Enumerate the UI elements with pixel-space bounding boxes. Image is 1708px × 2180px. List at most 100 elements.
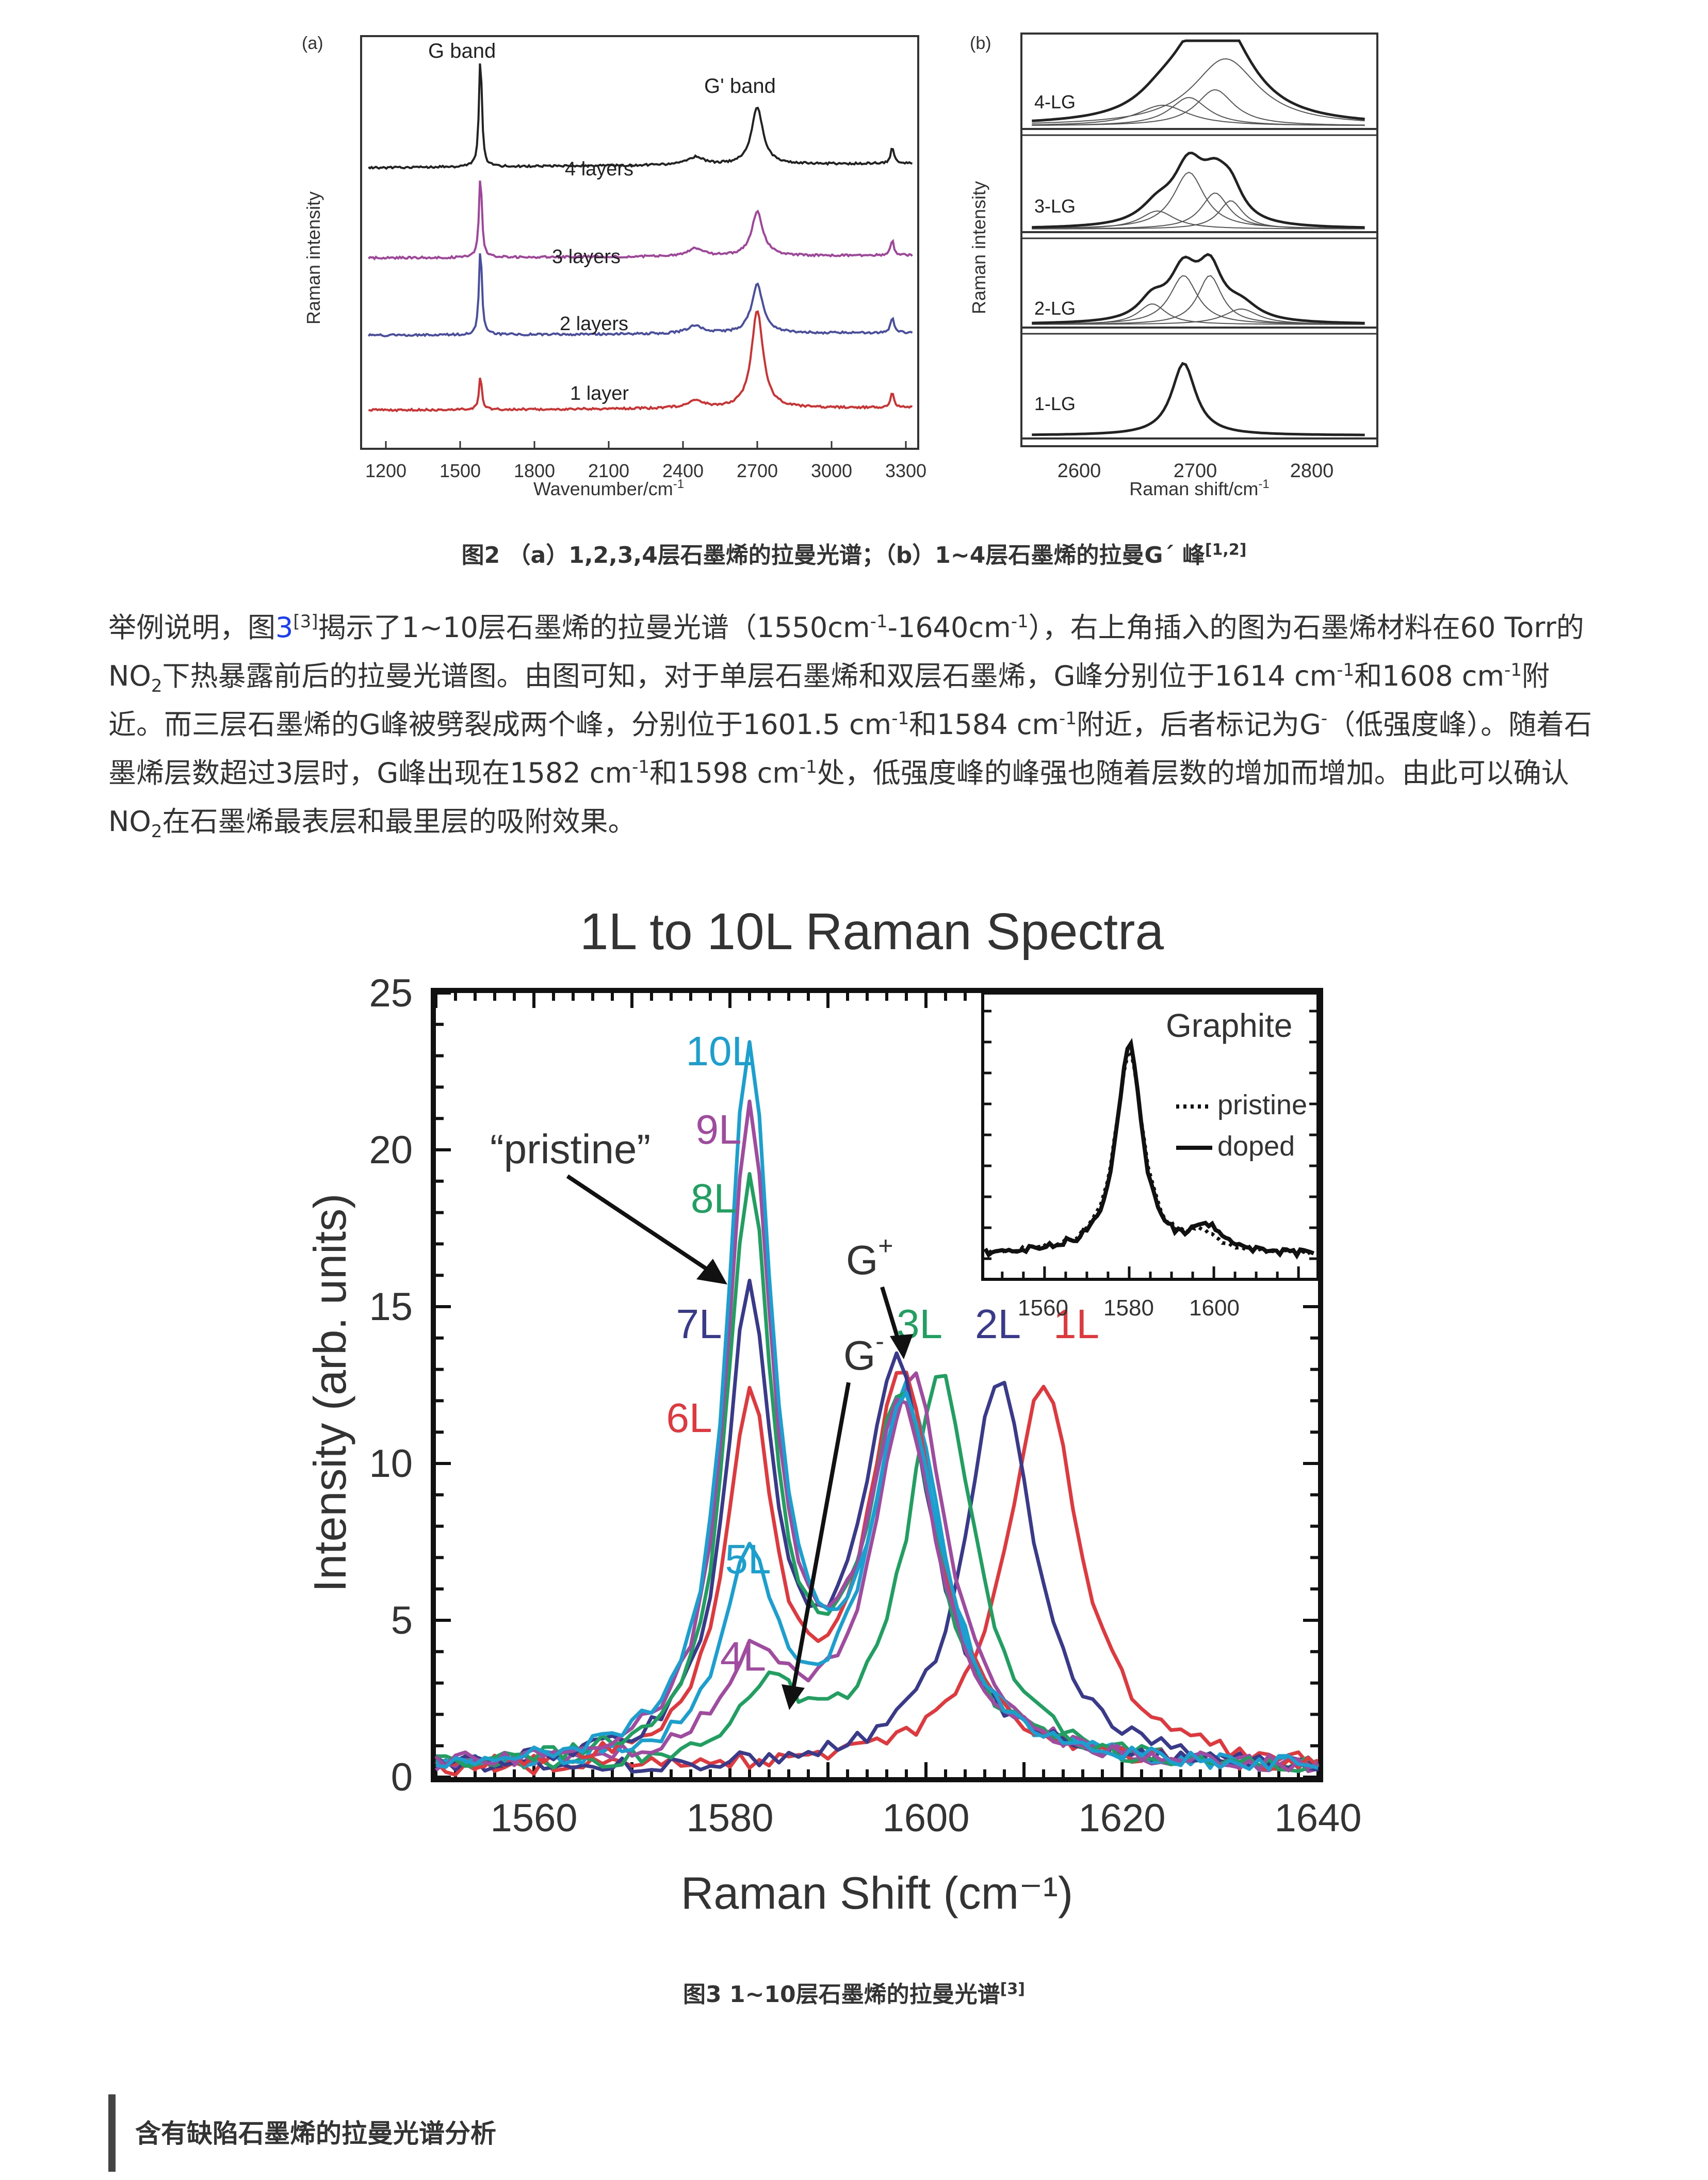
x-tick-label: 1600 [882,1796,969,1840]
series-label-1L: 1L [1053,1301,1099,1347]
panel-b-tick-2800: 2800 [1290,460,1334,482]
series-label-9L: 9L [696,1107,742,1152]
para-sup-1: -1 [870,611,888,632]
pristine-arrow-line [566,1174,724,1281]
panel-a-tick-label: 3000 [811,460,852,481]
panel-b-component-2-1 [1032,171,1365,229]
inset-tick-1580: 1580 [1103,1295,1154,1321]
body-paragraph: 举例说明，图3[3]揭示了1~10层石墨烯的拉曼光谱（1550cm-1-1640… [108,604,1604,846]
series-label-4L: 4L [720,1633,766,1679]
panel-a-x-ticks: 1200 1500 1800 2100 2400 2700 3000 3300 [365,441,926,481]
panel-b-component-1-3 [1032,58,1365,124]
g-plus-arrow-head [890,1334,913,1359]
panel-b-component-3-4 [1032,303,1365,325]
para-text-5: 下热暴露前后的拉曼光谱图。由图可知，对于单层石墨烯和双层石墨烯，G峰分别位于16… [162,660,1337,692]
section-title: 含有缺陷石墨烯的拉曼光谱分析 [135,2119,496,2149]
fig2-panel-b: (b) Raman intensity 4-LG 3-LG 2-LG 1-LG … [968,32,1378,499]
panel-b-component-1-4 [1032,104,1365,126]
panel-b-component-3-3 [1032,308,1365,325]
inset-ticks [983,1010,1318,1279]
panel-b-label: (b) [970,34,991,53]
panel-a-tick-label: 1800 [514,460,555,481]
series-line-2L [435,1380,1320,1774]
panel-a-tick-label: 3300 [885,460,926,481]
y-tick-label: 20 [369,1128,413,1172]
y-tick-label: 15 [369,1285,413,1329]
para-text-13: 在石墨烯最表层和最里层的吸附效果。 [162,805,636,838]
figure-2-caption-text: 图2 （a）1,2,3,4层石墨烯的拉曼光谱；（b）1~4层石墨烯的拉曼G´ 峰 [461,542,1205,568]
row-label-2lg: 2-LG [1034,298,1076,319]
panel-b-envelope-3 [1032,253,1365,324]
y-tick-label: 0 [391,1755,413,1799]
y-tick-label: 5 [391,1599,413,1642]
para-text-7: 附近。而三层石墨烯的G峰被劈裂成两个峰，分别位于1601.5 cm [108,660,1550,741]
panel-a-trace-4 [368,310,913,413]
para-text-3: -1640cm [887,611,1011,644]
para-text-6: 和1608 cm [1354,660,1505,692]
panel-a-traces [367,63,913,413]
x-tick-label: 1640 [1274,1796,1361,1840]
panel-a-tick-label: 1500 [440,460,481,481]
para-sub-1: 2 [151,675,162,696]
panel-a-trace-2 [368,180,913,261]
para-text-9: 附近，后者标记为G [1076,708,1321,741]
figure-3-link[interactable]: 3 [275,611,294,644]
g-minus-arrow-line [790,1382,851,1698]
series-lines [434,1040,1320,1777]
para-text-10: （低强度峰）。随着石墨烯层数超过3层时，G峰出现在1582 cm [108,708,1592,789]
series-label-5L: 5L [725,1536,771,1582]
pristine-arrow-head [696,1259,727,1284]
y-tick-label: 10 [369,1442,413,1486]
series-line-9L [434,1099,1319,1772]
panel-a-frame [360,35,919,450]
panel-a-tick-label: 2100 [588,460,629,481]
g-plus-annotation: G+ [846,1231,893,1283]
pristine-annotation: “pristine” [490,1126,650,1172]
g-minus-arrow-head [782,1684,805,1710]
x-axis-label: Raman Shift (cm⁻¹) [681,1867,1073,1918]
para-sup-5: -1 [891,708,909,729]
panel-b-frame [1020,32,1378,447]
inset-legend-doped: doped [1217,1131,1295,1162]
para-sub-2: 2 [151,821,162,842]
series-line-1L [434,1385,1319,1777]
panel-b-component-1-2 [1032,89,1365,126]
figure-3-caption-ref: [3] [1000,1980,1025,1998]
panel-a-xlabel: Wavenumber/cm-1 [533,477,684,499]
panel-a-trace-3 [367,253,913,337]
inset-graphite: Graphite pristine doped 1560 1580 1600 [981,991,1320,1321]
figure-2-caption: 图2 （a）1,2,3,4层石墨烯的拉曼光谱；（b）1~4层石墨烯的拉曼G´ 峰… [0,536,1708,570]
panel-b-rows [1021,39,1377,440]
para-text-2: 揭示了1~10层石墨烯的拉曼光谱（1550cm [318,611,870,644]
trace-label-3-layers: 3 layers [552,246,621,268]
panel-b-component-2-3 [1032,200,1365,230]
y-tick-labels: 0 5 10 15 20 25 [369,971,413,1799]
para-sup-6: -1 [1059,708,1077,729]
trace-label-4-layers: 4 layers [565,158,633,180]
inset-tick-1600: 1600 [1189,1295,1240,1321]
fig2-panel-a: (a) G band G' band 4 layers 3 layers 2 l… [302,34,926,499]
series-line-10L [435,1040,1319,1771]
para-text-11: 和1598 cm [649,757,800,789]
series-label-8L: 8L [691,1176,737,1222]
panel-b-component-3-1 [1032,275,1365,325]
panel-b-component-2-2 [1032,192,1365,230]
panel-a-trace-1 [368,63,913,170]
para-text-8: 和1584 cm [909,708,1060,741]
para-sup-3: -1 [1337,660,1355,680]
panel-a-tick-label: 2700 [737,460,778,481]
figure-2-caption-ref: [1,2] [1205,541,1247,559]
x-tick-labels: 1560 1580 1600 1620 1640 [490,1796,1361,1840]
figure-3-caption-text: 图3 1~10层石墨烯的拉曼光谱 [683,1981,1000,2008]
plot-frame [431,988,1323,1782]
section-marker [108,2094,116,2172]
trace-label-2-layers: 2 layers [560,313,628,335]
panel-a-tick-label: 2400 [662,460,704,481]
para-sup-9: -1 [799,757,817,777]
series-label-10L: 10L [686,1028,755,1074]
panel-a-tick-label: 1200 [365,460,406,481]
g-band-label: G band [428,40,496,62]
para-sup-4: -1 [1504,660,1522,680]
panel-a-label: (a) [302,34,323,53]
